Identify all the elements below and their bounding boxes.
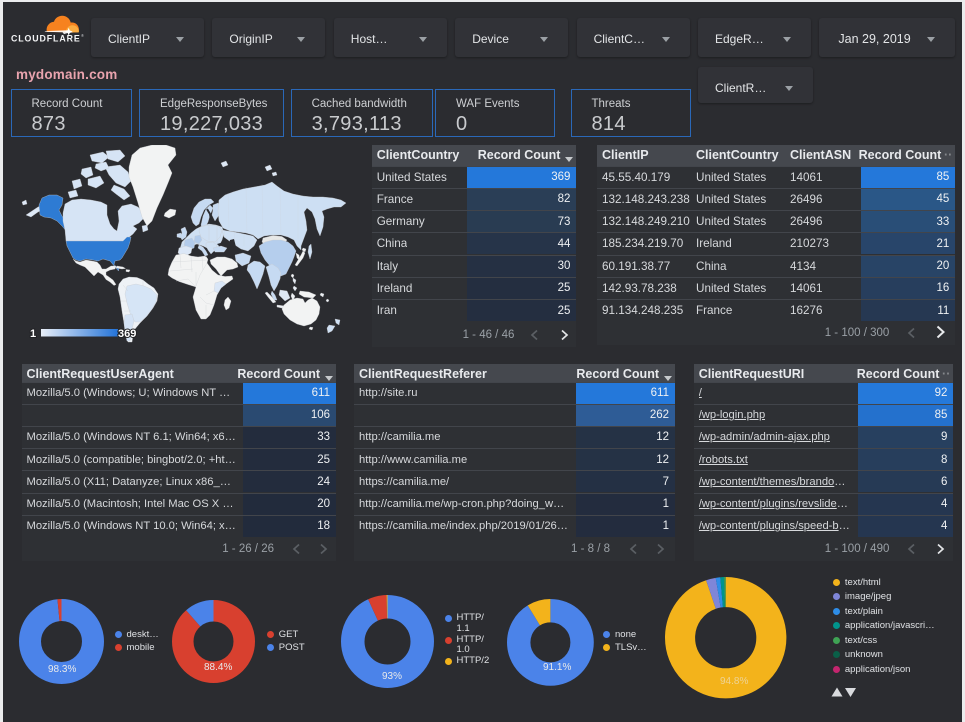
svg-text:®: ®: [81, 33, 84, 38]
svg-text:1: 1: [30, 328, 36, 340]
svg-text:CLOUDFLARE: CLOUDFLARE: [11, 34, 81, 44]
svg-text:369: 369: [118, 328, 136, 340]
